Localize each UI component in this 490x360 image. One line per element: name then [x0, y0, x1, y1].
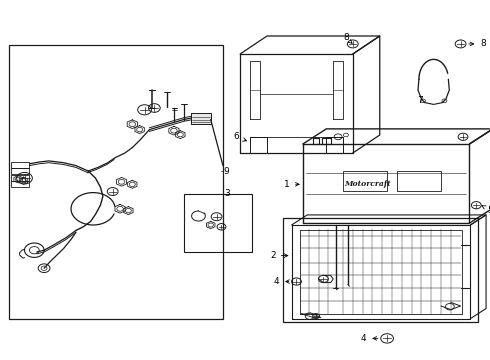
- Bar: [11, 168, 29, 174]
- Text: 9: 9: [223, 166, 229, 175]
- Text: 6: 6: [233, 132, 246, 141]
- Bar: [11, 175, 29, 181]
- Text: Motorcraft: Motorcraft: [344, 180, 391, 188]
- Bar: [343, 171, 387, 191]
- Bar: [184, 194, 252, 252]
- Bar: [191, 113, 211, 124]
- Bar: [283, 218, 478, 322]
- Text: 8: 8: [343, 33, 352, 43]
- Text: 2: 2: [270, 251, 288, 260]
- Text: 5: 5: [482, 206, 490, 215]
- Bar: [11, 181, 29, 187]
- Text: 4: 4: [361, 334, 378, 343]
- Text: 7: 7: [417, 96, 423, 105]
- Text: 3: 3: [224, 189, 230, 198]
- Text: 8: 8: [469, 40, 486, 49]
- Text: 1: 1: [284, 180, 299, 189]
- Bar: [11, 162, 29, 168]
- Text: 4: 4: [274, 277, 290, 286]
- Bar: [397, 171, 441, 191]
- Bar: [9, 45, 223, 319]
